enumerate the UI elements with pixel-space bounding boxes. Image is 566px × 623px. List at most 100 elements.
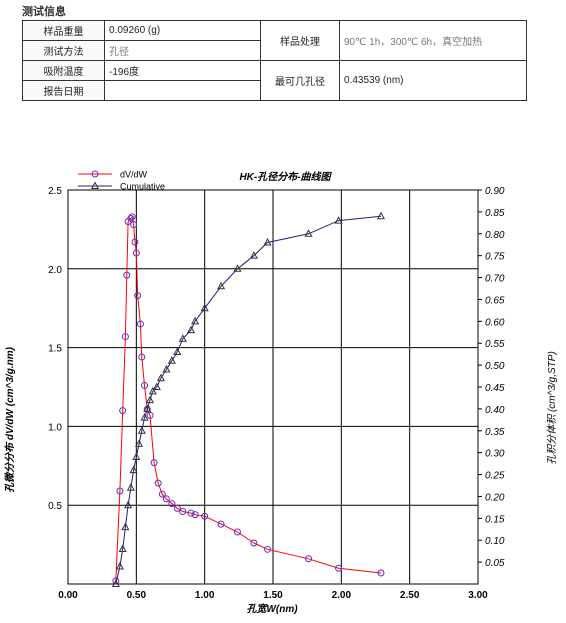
dv-dw-point: [141, 381, 149, 389]
report-date-label: 报告日期: [22, 80, 105, 101]
x-axis-label: 孔宽W(nm): [246, 603, 298, 615]
cumulative-point: [118, 544, 127, 552]
dv-dw-point: [136, 320, 144, 328]
dv-dw-point: [168, 500, 176, 508]
y-right-tick-label: 0.30: [485, 449, 505, 460]
y-left-tick-label: 2.0: [48, 265, 62, 276]
y-right-tick-label: 0.55: [485, 339, 505, 350]
dv-dw-point: [130, 221, 138, 229]
y-right-tick-label: 0.15: [485, 514, 505, 525]
dv-dw-point: [264, 545, 272, 553]
cumulative-point: [304, 229, 313, 237]
cumulative-point: [152, 382, 161, 390]
y-right-tick-label: 0.70: [485, 274, 505, 285]
dv-dw-point: [131, 238, 139, 246]
cumulative-point: [162, 364, 171, 373]
cumulative-point: [143, 404, 152, 412]
x-tick-label: 2.00: [332, 590, 352, 601]
dv-dw-point: [250, 539, 258, 547]
dv-dw-point: [305, 555, 313, 563]
cumulative-point: [121, 522, 130, 531]
cumulative-point: [156, 373, 165, 382]
dv-dw-point: [191, 511, 199, 519]
pore-distribution-chart: 0.00 0.50 1.00 1.50 2.00 2.50 3.00 0.5 1.0 1.5 2.0…: [4, 170, 558, 616]
y-right-tick-label: 0.50: [485, 361, 505, 372]
cumulative-point: [191, 316, 200, 325]
axes-layer: 0.00 0.50 1.00 1.50 2.00 2.50 3.00 0.5 1.0 1.5 2.0…: [48, 186, 505, 601]
dv-dw-point: [335, 564, 343, 572]
cumulative-point: [263, 237, 272, 246]
chart-legend: dV/dW Cumulative: [78, 170, 165, 192]
dv-dw-point: [201, 512, 209, 520]
probable-pore-label: 最可几孔径: [260, 60, 340, 101]
y-right-tick-label: 0.10: [485, 536, 505, 547]
dv-dw-point: [138, 353, 146, 361]
cumulative-point: [140, 413, 149, 421]
x-tick-label: 3.00: [468, 590, 488, 601]
cumulative-point: [249, 251, 258, 259]
cumulative-point: [135, 439, 144, 447]
report-date-value: [104, 80, 261, 101]
cumulative-point: [124, 500, 133, 509]
y-right-tick-label: 0.25: [485, 471, 505, 482]
series-layer: [111, 211, 386, 587]
y-right-axis-label: 孔积分体积 (cm^3/g,STP): [546, 351, 558, 465]
y-left-tick-label: 2.5: [48, 186, 62, 197]
cumulative-point: [233, 264, 242, 272]
dv-dw-point: [179, 508, 187, 516]
cumulative-point: [126, 483, 135, 491]
dv-dw-point: [150, 459, 158, 467]
cumulative-point: [115, 561, 124, 570]
cumulative-point: [334, 216, 343, 224]
y-left-tick-label: 1.5: [48, 344, 62, 355]
y-right-tick-label: 0.90: [485, 186, 505, 197]
chart-grid: [68, 190, 478, 584]
dv-dw-point: [162, 495, 170, 503]
dv-dw-point: [158, 490, 166, 498]
section-title: 测试信息: [22, 6, 66, 18]
dv-dw-point: [187, 509, 195, 517]
treatment-value: 90℃ 1h，300℃ 6h，真空加热: [339, 20, 527, 61]
y-left-tick-label: 0.5: [48, 501, 62, 512]
dv-dw-point: [146, 411, 154, 419]
dv-dw-point: [121, 333, 129, 341]
dv-dw-point: [217, 520, 225, 528]
cumulative-point: [178, 334, 187, 342]
legend-label: dV/dW: [120, 170, 148, 180]
dv-dw-point: [377, 569, 385, 577]
dv-dw-point: [173, 504, 181, 512]
cumulative-point: [111, 579, 120, 587]
dv-dw-point: [132, 249, 140, 257]
y-right-tick-label: 0.65: [485, 295, 505, 306]
cumulative-point: [186, 325, 196, 334]
y-right-tick-label: 0.35: [485, 427, 505, 438]
dv-dw-point: [233, 528, 241, 536]
cumulative-point: [173, 347, 182, 355]
cumulative-point: [132, 452, 141, 461]
treatment-label: 样品处理: [260, 20, 340, 61]
y-right-tick-label: 0.60: [485, 317, 505, 328]
y-right-tick-label: 0.05: [485, 558, 505, 569]
cumulative-point: [129, 465, 138, 474]
chart-title: HK-孔径分布-曲线图: [239, 171, 332, 183]
x-tick-label: 2.50: [400, 590, 420, 601]
x-tick-label: 1.50: [263, 590, 283, 601]
dv-dw-point: [119, 407, 127, 415]
y-right-tick-label: 0.80: [485, 230, 505, 241]
sample-weight-value: 0.09260 (g): [104, 20, 261, 41]
info-table: 样品重量 0.09260 (g) 样品处理 90℃ 1h，300℃ 6h，真空加…: [22, 20, 527, 101]
y-left-axis-label: 孔微分分布 dV/dW (cm^3/g.nm): [4, 346, 16, 493]
y-right-tick-label: 0.75: [485, 252, 505, 263]
x-tick-label: 0.50: [127, 590, 147, 601]
cumulative-point: [217, 281, 226, 290]
cumulative-point: [137, 426, 146, 434]
dv-dw-point: [116, 487, 124, 495]
legend-marker: [91, 170, 99, 178]
cumulative-point: [200, 303, 209, 312]
probable-pore-value: 0.43539 (nm): [339, 60, 527, 101]
cumulative-point: [167, 356, 176, 364]
y-left-tick-label: 1.0: [48, 422, 62, 433]
x-tick-label: 0.00: [58, 590, 78, 601]
legend-label: Cumulative: [120, 182, 165, 192]
dv-dw-line: [115, 215, 382, 581]
